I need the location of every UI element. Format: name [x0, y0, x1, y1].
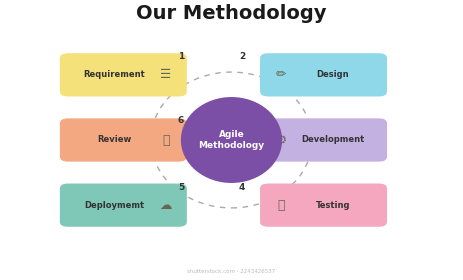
Text: 👍: 👍	[162, 134, 169, 146]
Text: ✏: ✏	[276, 68, 287, 81]
Ellipse shape	[181, 97, 282, 183]
FancyBboxPatch shape	[260, 183, 387, 227]
Text: shutterstock.com · 2243426537: shutterstock.com · 2243426537	[188, 269, 275, 274]
FancyBboxPatch shape	[260, 118, 387, 162]
FancyBboxPatch shape	[60, 183, 187, 227]
FancyBboxPatch shape	[60, 118, 187, 162]
Text: ☰: ☰	[160, 68, 171, 81]
Text: 3: 3	[239, 116, 245, 125]
Text: 6: 6	[178, 116, 184, 125]
FancyBboxPatch shape	[260, 53, 387, 97]
Text: Testing: Testing	[315, 201, 350, 210]
Text: Design: Design	[316, 70, 349, 79]
Text: Review: Review	[97, 136, 131, 144]
Text: 5: 5	[178, 183, 184, 192]
Text: Development: Development	[301, 136, 364, 144]
Text: 📋: 📋	[277, 199, 285, 212]
Text: Deploymemt: Deploymemt	[84, 201, 144, 210]
Text: ⚙: ⚙	[275, 134, 287, 146]
Text: Agile
Methodology: Agile Methodology	[199, 130, 264, 150]
Text: Requirement: Requirement	[83, 70, 145, 79]
Text: 2: 2	[239, 52, 245, 61]
Text: 4: 4	[239, 183, 245, 192]
FancyBboxPatch shape	[60, 53, 187, 97]
Text: 1: 1	[178, 52, 184, 61]
Text: ☁: ☁	[159, 199, 172, 212]
Text: Our Methodology: Our Methodology	[136, 4, 327, 23]
